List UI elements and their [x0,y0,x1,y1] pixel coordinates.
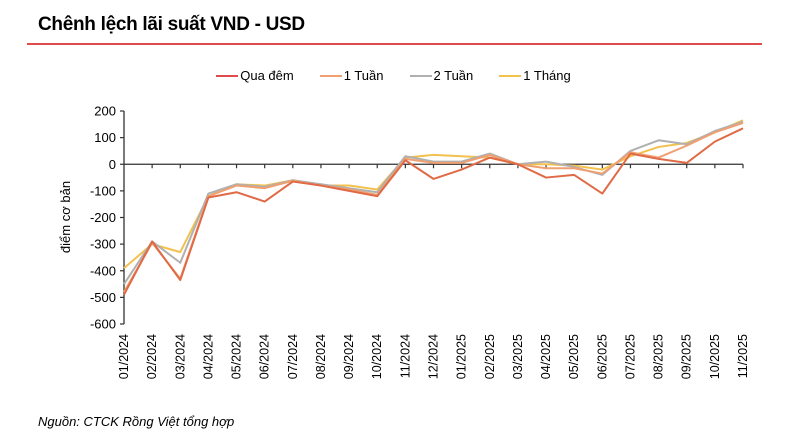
x-tick-label: 09/2024 [342,334,356,379]
legend-label: 1 Tuần [343,68,384,83]
legend-label: Qua đêm [240,68,294,83]
y-tick-label: -600 [90,317,116,332]
x-tick-label: 05/2024 [230,334,244,379]
legend-swatch [319,74,342,77]
legend-label: 2 Tuần [433,68,474,83]
y-tick-label: -200 [90,210,116,225]
x-tick-label: 06/2024 [258,334,272,379]
x-tick-label: 09/2025 [680,334,694,379]
x-tick-label: 01/2025 [455,334,469,379]
title-divider [27,43,762,45]
y-tick-label: 0 [109,157,116,172]
legend: Qua đêm 1 Tuần 2 Tuần 1 Tháng [0,68,787,83]
y-tick-label: -500 [90,290,116,305]
x-tick-label: 07/2025 [623,334,637,379]
series-line-2 Tuần [123,120,744,285]
chart-title: Chênh lệch lãi suất VND - USD [38,14,305,35]
x-tick-label: 10/2025 [708,334,722,379]
x-tick-label: 04/2024 [201,334,215,379]
series-line-Qua đêm [123,127,744,296]
y-tick-label: -100 [90,183,116,198]
y-tick-label: 200 [94,104,116,119]
x-tick-label: 10/2024 [370,334,384,379]
x-tick-label: 08/2024 [314,334,328,379]
legend-swatch [216,74,239,77]
y-tick-label: 100 [94,130,116,145]
x-tick-label: 04/2025 [539,334,553,379]
legend-item-qua-dem: Qua đêm [216,68,294,83]
x-tick-label: 05/2025 [567,334,581,379]
y-axis-label: điểm cơ bản [58,181,73,253]
x-tick-label: 03/2024 [173,334,187,379]
legend-item-1-thang: 1 Tháng [499,68,571,83]
x-tick-label: 03/2025 [511,334,525,379]
legend-item-2-tuan: 2 Tuần [409,68,474,83]
y-tick-label: -400 [90,263,116,278]
x-tick-label: 07/2024 [286,334,300,379]
x-tick-label: 01/2024 [117,334,131,379]
legend-label: 1 Tháng [523,68,571,83]
x-tick-label: 02/2024 [145,334,159,379]
series-line-1 Tuần [123,122,744,293]
x-tick-label: 06/2025 [595,334,609,379]
y-tick-label: -300 [90,237,116,252]
legend-swatch [409,74,432,77]
x-tick-label: 02/2025 [483,334,497,379]
legend-swatch [499,74,522,77]
source-note: Nguồn: CTCK Rồng Việt tổng hợp [38,414,235,429]
x-tick-label: 11/2025 [736,334,750,378]
x-tick-label: 11/2024 [398,334,412,378]
x-tick-label: 08/2025 [652,334,666,379]
x-tick-label: 12/2024 [427,334,441,379]
legend-item-1-tuan: 1 Tuần [319,68,384,83]
